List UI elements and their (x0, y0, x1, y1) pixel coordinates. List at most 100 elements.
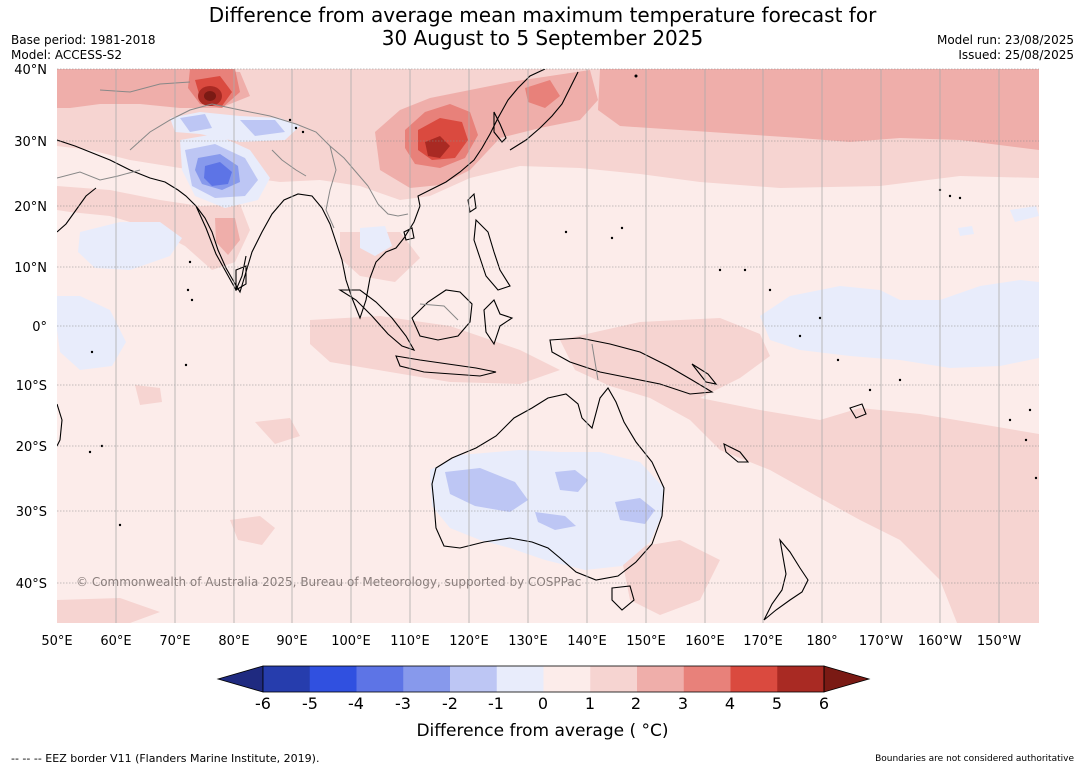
colorbar-tick: 5 (772, 694, 782, 713)
colorbar-cell (263, 666, 311, 692)
colorbar-outline (262, 665, 825, 693)
lon-label: 160°W (918, 634, 962, 649)
coastline-philippines (473, 218, 511, 291)
meta-left: Base period: 1981-2018 Model: ACCESS-S2 (11, 33, 156, 63)
lat-label: 30°S (16, 505, 47, 520)
coastline-asia (57, 69, 546, 320)
lon-label: 150°E (626, 634, 666, 649)
coastline-new-caledonia (723, 442, 750, 463)
colorbar-cell (637, 666, 685, 692)
colorbar-tick: 1 (585, 694, 595, 713)
warm-anomaly-region (560, 318, 1039, 623)
country-borders (57, 81, 599, 381)
colorbar-title: Difference from average ( °C) (416, 721, 669, 741)
colorbar-extend-min (216, 665, 264, 693)
hot-anomaly-peak (204, 91, 216, 101)
cool-anomaly-region-strong (555, 470, 588, 492)
colorbar-cell (777, 666, 825, 692)
warm-anomaly-region-strong (598, 69, 1039, 150)
cool-anomaly-region-strong (615, 498, 655, 524)
colorbar-cell (683, 666, 731, 692)
warm-anomaly-region-stronger (525, 80, 560, 108)
model-name: Model: ACCESS-S2 (11, 48, 123, 62)
coastline-borneo (411, 289, 473, 341)
warm-anomaly-region (620, 540, 720, 615)
coastline-arabia (57, 187, 97, 233)
title-line-1: Difference from average mean maximum tem… (208, 3, 877, 27)
coastline-sumatra (338, 289, 416, 351)
lon-label: 150°W (977, 634, 1021, 649)
coastline-fiji (849, 403, 867, 419)
lon-label: 170°E (743, 634, 783, 649)
colorbar-cell (356, 666, 404, 692)
chart-title: Difference from average mean maximum tem… (0, 4, 1085, 50)
model-run: Model run: 23/08/2025 (936, 33, 1074, 47)
longitude-grid (115, 69, 1000, 623)
map-field (57, 69, 1039, 623)
colorbar-tick: -3 (395, 694, 411, 713)
lon-label: 130°E (508, 634, 548, 649)
title-line-2: 30 August to 5 September 2025 (381, 26, 704, 50)
coastline-hainan (403, 227, 415, 241)
colorbar-cell (309, 666, 357, 692)
base-period: Base period: 1981-2018 (11, 33, 156, 47)
lon-label: 70°E (159, 634, 190, 649)
cool-anomaly-region-strong (535, 512, 576, 530)
warm-anomaly-region (57, 598, 160, 623)
lon-label: 60°E (100, 634, 131, 649)
cool-anomaly-region-strong (240, 120, 285, 136)
lat-label: 20°S (16, 440, 47, 455)
colorbar-cell (403, 666, 451, 692)
lon-label: 90°E (276, 634, 307, 649)
latitude-labels: 40°N 30°N 20°N 10°N 0° 10°S 20°S 30°S 40… (14, 63, 47, 592)
coastline-australia (431, 387, 665, 581)
boundary-disclaimer: Boundaries are not considered authoritat… (875, 754, 1074, 764)
coastline-tasmania (611, 585, 635, 611)
colorbar-cell (496, 666, 544, 692)
meta-right: Model run: 23/08/2025 Issued: 25/08/2025 (937, 33, 1074, 63)
lat-label: 30°N (14, 135, 47, 150)
coastline-sri-lanka (235, 265, 247, 291)
lon-label: 100°E (331, 634, 371, 649)
colorbar-tick: 3 (678, 694, 688, 713)
colorbar-tick: -2 (442, 694, 458, 713)
colorbar-extend-max (823, 665, 871, 693)
cool-anomaly-region (760, 280, 1039, 368)
coastlines (57, 69, 867, 621)
coastline-sulawesi (483, 299, 514, 346)
lon-label: 160°E (685, 634, 725, 649)
eez-border-note: -- -- -- EEZ border V11 (Flanders Marine… (11, 752, 320, 765)
longitude-labels: 50°E 60°E 70°E 80°E 90°E 100°E 110°E 120… (41, 634, 1021, 649)
hot-anomaly-peak (425, 136, 450, 158)
lon-label: 120°E (449, 634, 489, 649)
colorbar-cells (216, 665, 871, 693)
island-dots (88, 74, 1038, 527)
colorbar-tick: 6 (819, 694, 829, 713)
colorbar-tick: -1 (488, 694, 504, 713)
lon-label: 170°W (859, 634, 903, 649)
colorbar-tick: 0 (538, 694, 548, 713)
lat-label: 20°N (14, 200, 47, 215)
coastline-india (195, 205, 247, 292)
coastline-madagascar-edge (57, 403, 63, 447)
issued-date: Issued: 25/08/2025 (958, 48, 1074, 62)
cool-anomaly-region (57, 296, 126, 370)
cool-anomaly-region-strong (180, 114, 212, 132)
lat-label: 40°N (14, 63, 47, 78)
colorbar-tick: -4 (348, 694, 364, 713)
lon-label: 140°E (567, 634, 607, 649)
coastline-new-guinea (549, 337, 714, 395)
warm-anomaly-region (310, 316, 560, 384)
warm-anomaly-region (255, 418, 300, 444)
lat-label: 40°S (16, 577, 47, 592)
colorbar-cell (590, 666, 638, 692)
coastline-java (395, 355, 497, 377)
cool-anomaly-peak (204, 162, 232, 186)
lon-label: 110°E (390, 634, 430, 649)
copyright-notice: © Commonwealth of Australia 2025, Bureau… (76, 575, 581, 589)
lon-label: 180° (806, 634, 837, 649)
warm-anomaly-region (230, 516, 275, 545)
coastline-new-zealand (763, 538, 809, 621)
